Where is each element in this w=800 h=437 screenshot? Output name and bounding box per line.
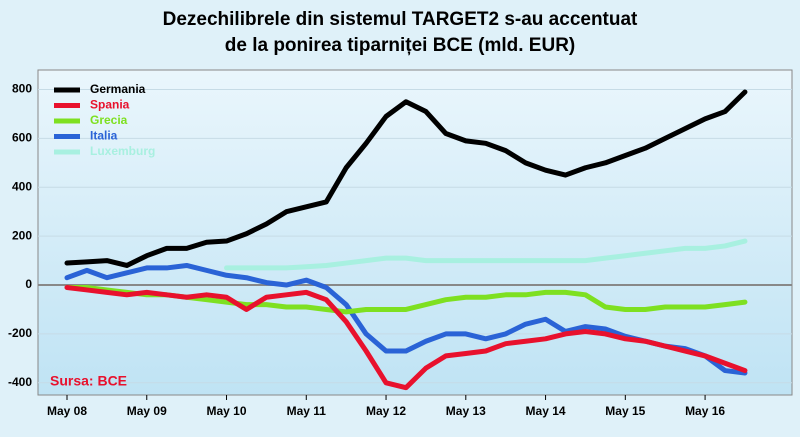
- legend-label: Luxemburg: [90, 144, 155, 158]
- legend-label: Spania: [90, 98, 130, 112]
- legend-label: Grecia: [90, 113, 128, 127]
- y-tick-label: 200: [12, 228, 32, 242]
- y-tick-label: -200: [8, 326, 32, 340]
- series-line: [224, 238, 748, 271]
- plot-area: [37, 69, 793, 396]
- series-line: [64, 284, 748, 391]
- x-tick-label: May 14: [526, 404, 566, 418]
- x-tick-label: May 12: [366, 404, 406, 418]
- y-tick-label: 800: [12, 82, 32, 96]
- legend-label: Italia: [90, 129, 118, 143]
- x-tick-label: May 13: [446, 404, 486, 418]
- x-tick-label: May 16: [685, 404, 725, 418]
- y-tick-label: 400: [12, 179, 32, 193]
- x-tick-label: May 08: [47, 404, 87, 418]
- x-tick-label: May 15: [605, 404, 645, 418]
- series-line: [64, 89, 748, 268]
- x-tick-label: May 09: [127, 404, 167, 418]
- y-tick-label: -400: [8, 375, 32, 389]
- x-tick-label: May 10: [207, 404, 247, 418]
- legend-label: Germania: [90, 82, 146, 96]
- y-tick-label: 600: [12, 131, 32, 145]
- y-tick-label: 0: [25, 277, 32, 291]
- chart-title: Dezechilibrele din sistemul TARGET2 s-au…: [163, 9, 638, 30]
- chart-title: de la ponirea tiparniței BCE (mld. EUR): [225, 35, 576, 56]
- annotation: Sursa: BCE: [50, 373, 127, 389]
- x-tick-label: May 11: [287, 404, 327, 418]
